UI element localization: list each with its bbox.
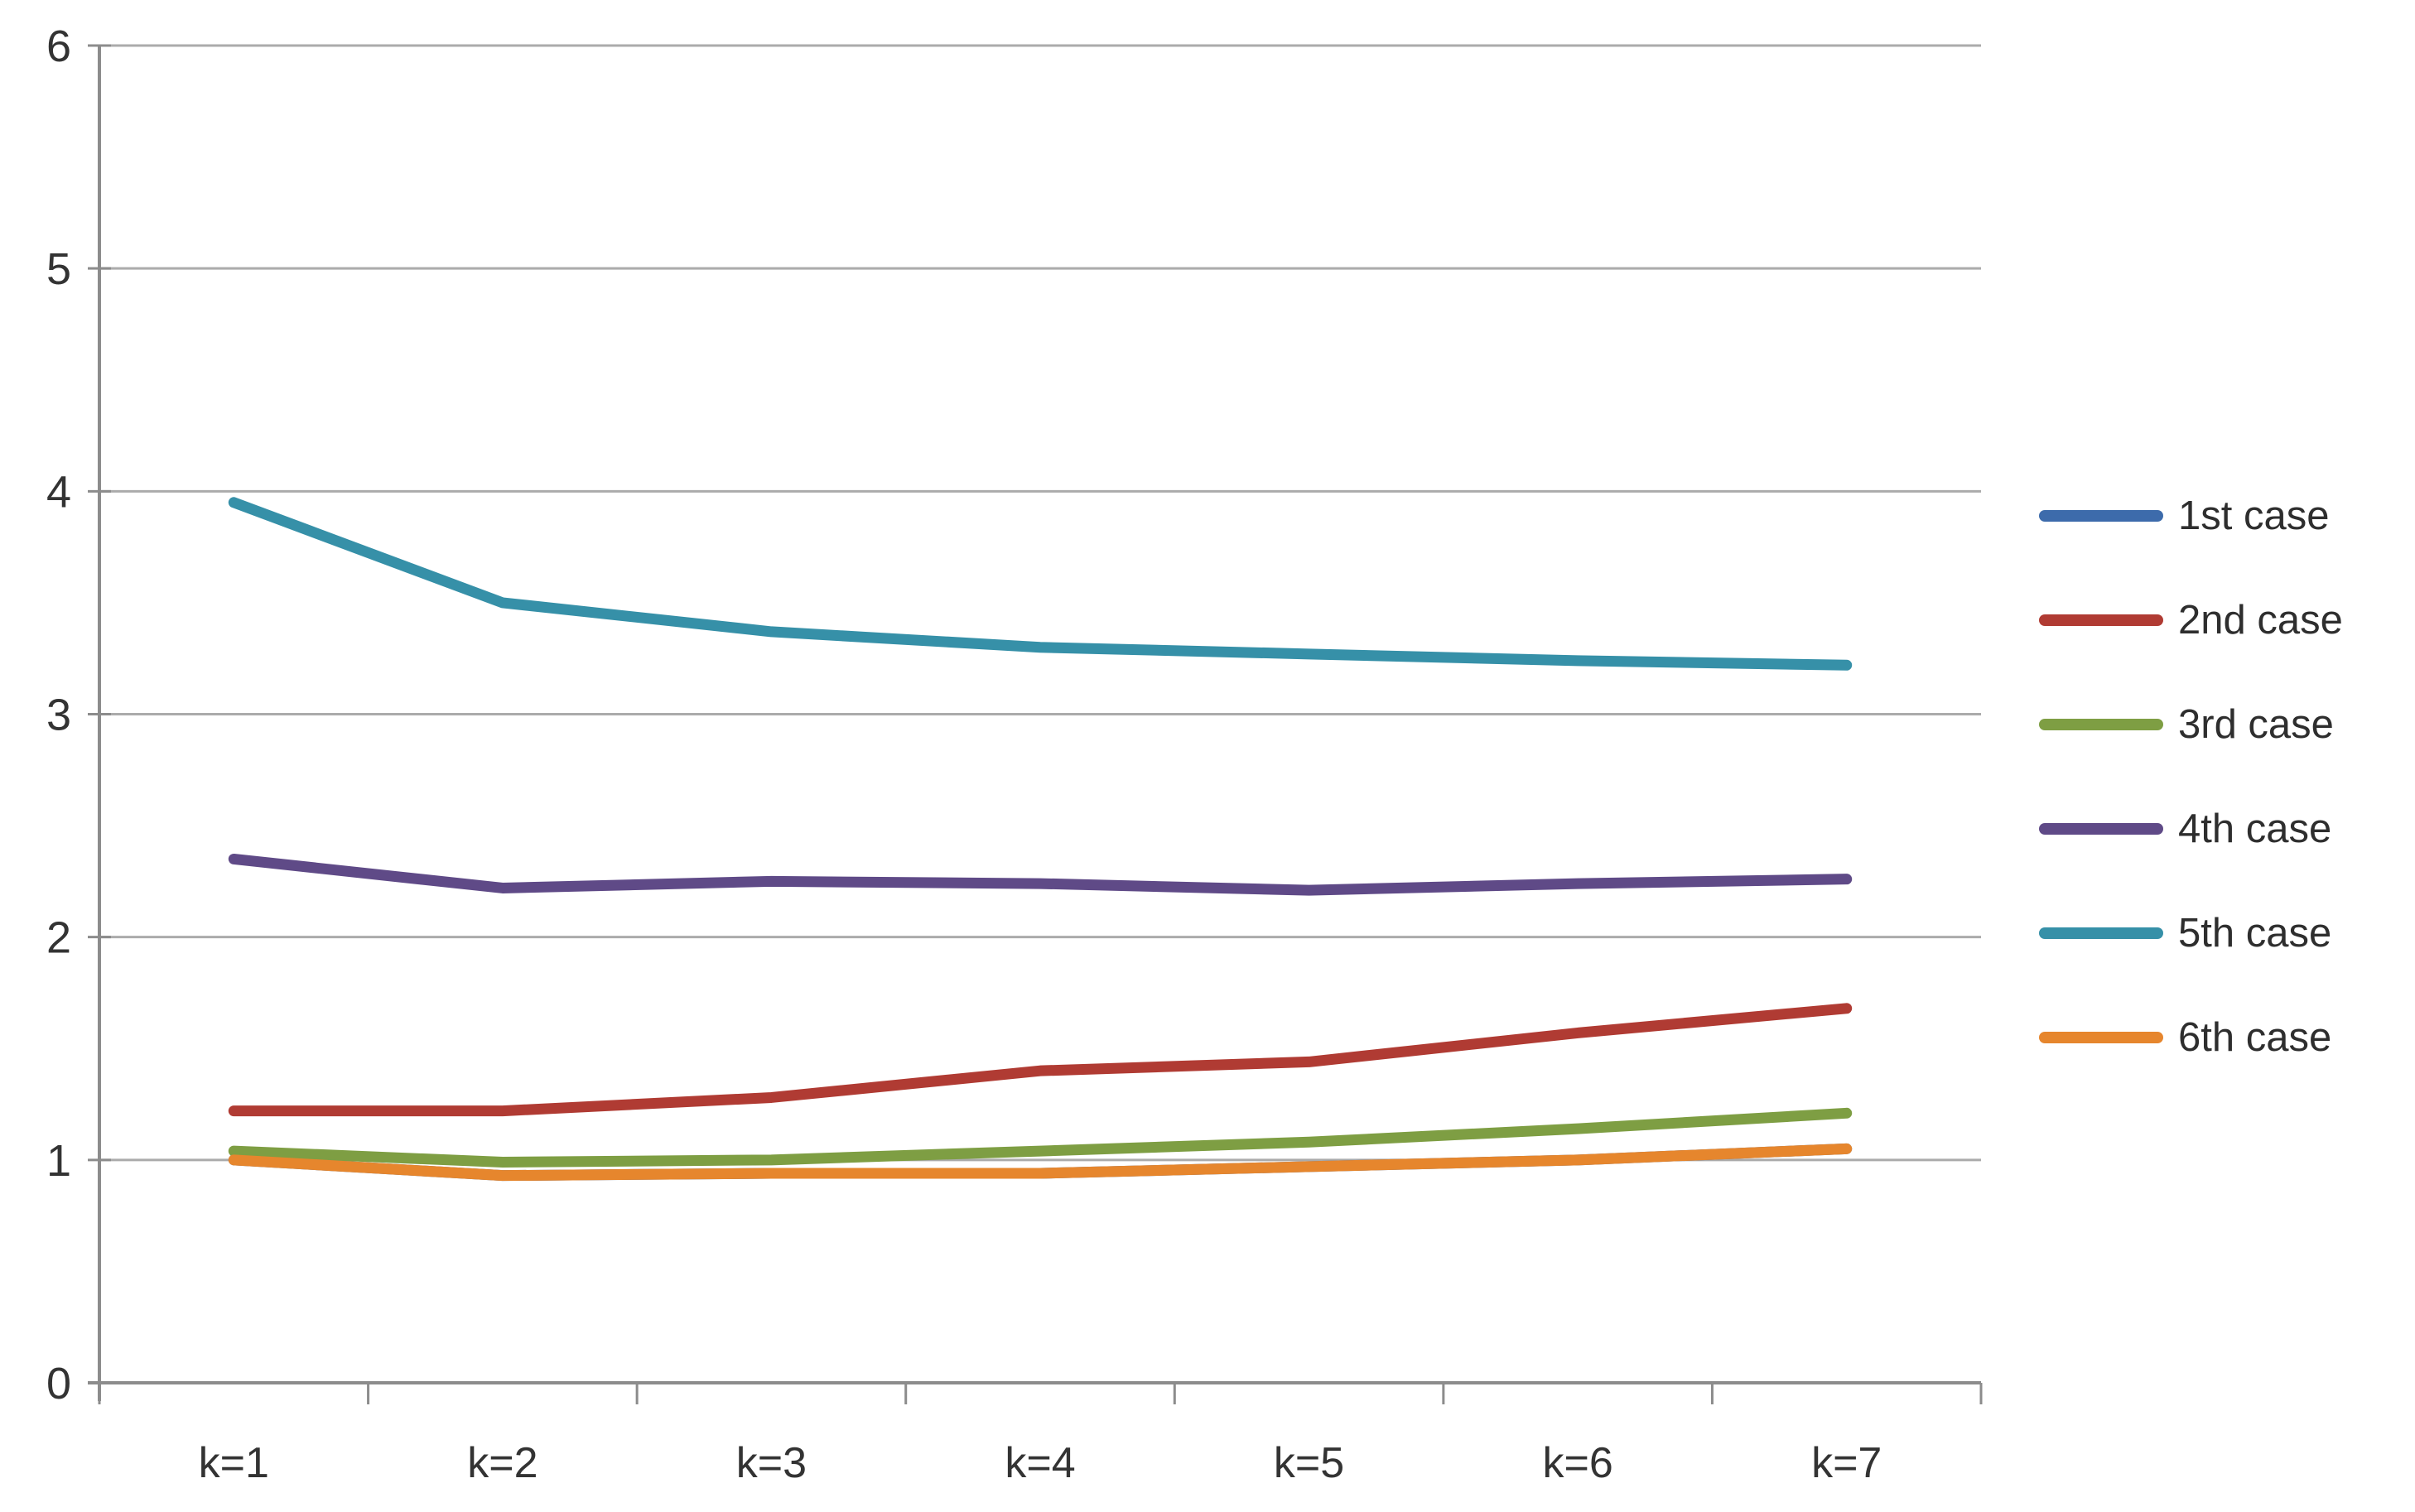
legend-label: 4th case bbox=[2178, 807, 2332, 851]
legend-label: 3rd case bbox=[2178, 702, 2334, 747]
x-axis-label-k=7: k=7 bbox=[1811, 1439, 1882, 1487]
legend-item-2nd-case: 2nd case bbox=[2039, 568, 2343, 672]
legend-swatch-icon bbox=[2039, 1032, 2163, 1043]
series-line-6th-case bbox=[228, 1143, 1853, 1182]
y-axis-label-0: 0 bbox=[46, 1359, 71, 1408]
legend-item-6th-case: 6th case bbox=[2039, 985, 2343, 1090]
x-axis-label-k=5: k=5 bbox=[1274, 1439, 1344, 1487]
y-axis-label-5: 5 bbox=[46, 244, 71, 294]
legend-swatch-icon bbox=[2039, 823, 2163, 835]
y-axis-label-6: 6 bbox=[46, 22, 71, 71]
y-axis-label-2: 2 bbox=[46, 913, 71, 963]
x-axis-label-k=3: k=3 bbox=[736, 1439, 807, 1487]
legend-label: 5th case bbox=[2178, 911, 2332, 956]
x-axis-label-k=2: k=2 bbox=[467, 1439, 537, 1487]
legend-item-1st-case: 1st case bbox=[2039, 464, 2343, 568]
legend-label: 2nd case bbox=[2178, 598, 2343, 643]
legend-item-5th-case: 5th case bbox=[2039, 881, 2343, 985]
legend-label: 6th case bbox=[2178, 1015, 2332, 1060]
series-line-4th-case bbox=[228, 853, 1853, 896]
legend-item-4th-case: 4th case bbox=[2039, 777, 2343, 881]
series-line-5th-case bbox=[228, 497, 1853, 671]
y-axis-label-1: 1 bbox=[46, 1136, 71, 1186]
series-line-2nd-case bbox=[228, 1003, 1853, 1117]
x-axis-label-k=4: k=4 bbox=[1005, 1439, 1075, 1487]
chart-legend: 1st case 2nd case 3rd case 4th case 5th case… bbox=[2039, 464, 2343, 1090]
y-axis-label-3: 3 bbox=[46, 691, 71, 740]
legend-swatch-icon bbox=[2039, 927, 2163, 939]
y-axis-label-4: 4 bbox=[46, 467, 71, 517]
x-axis-label-k=1: k=1 bbox=[199, 1439, 269, 1487]
legend-swatch-icon bbox=[2039, 614, 2163, 626]
series-line-3rd-case bbox=[228, 1107, 1853, 1168]
legend-swatch-icon bbox=[2039, 719, 2163, 730]
legend-swatch-icon bbox=[2039, 510, 2163, 522]
x-axis-label-k=6: k=6 bbox=[1542, 1439, 1612, 1487]
legend-item-3rd-case: 3rd case bbox=[2039, 672, 2343, 777]
legend-label: 1st case bbox=[2178, 494, 2330, 538]
